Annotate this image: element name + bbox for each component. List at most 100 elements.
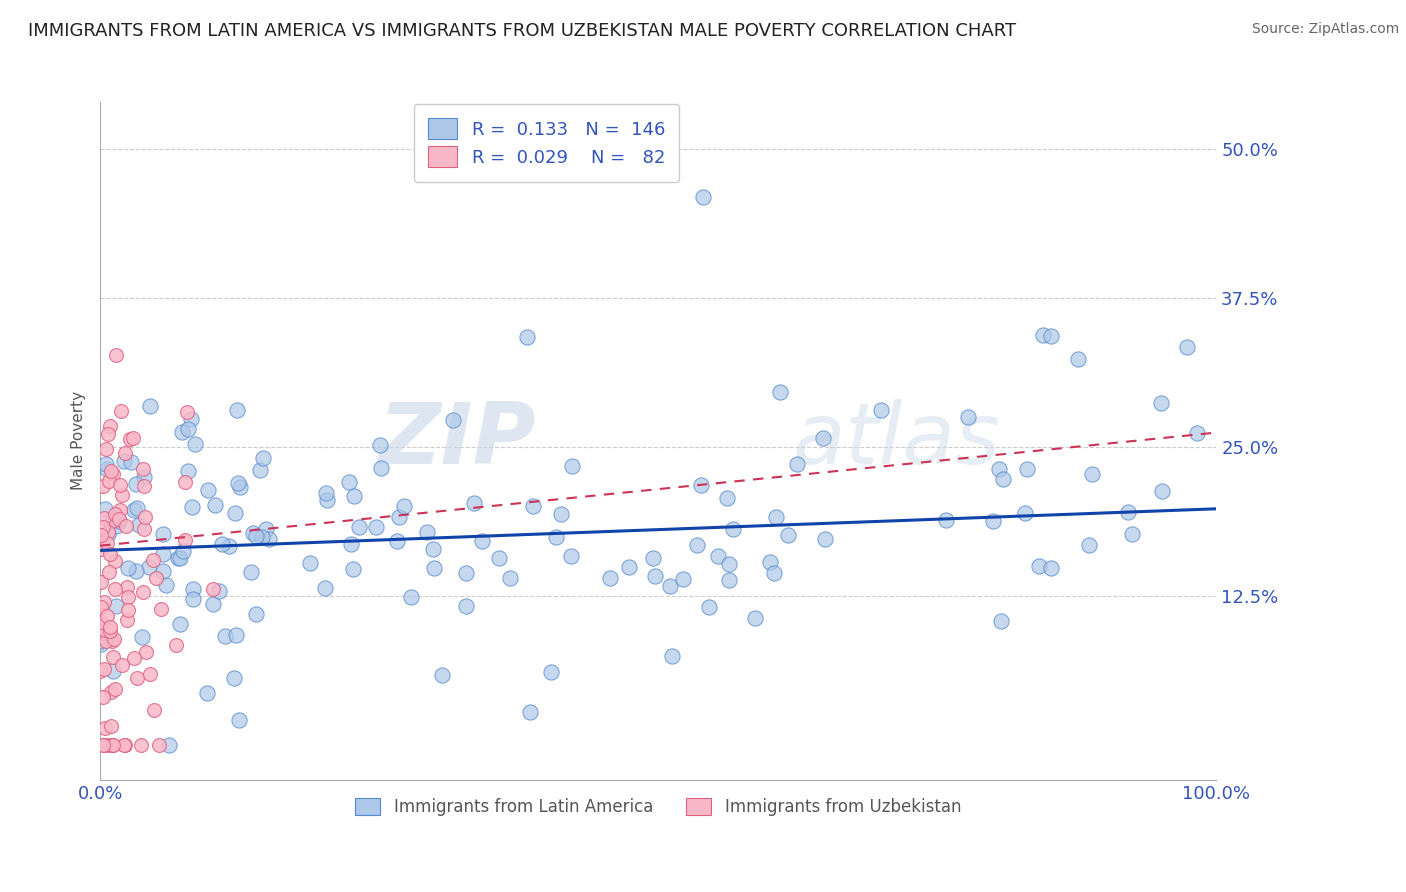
Point bbox=[184, 437, 207, 451]
Point bbox=[100, 464, 122, 478]
Point bbox=[101, 514, 124, 528]
Point bbox=[214, 629, 236, 643]
Point bbox=[98, 474, 121, 488]
Point bbox=[716, 491, 738, 505]
Point bbox=[124, 477, 146, 491]
Point bbox=[120, 455, 142, 469]
Point bbox=[90, 634, 112, 648]
Point bbox=[471, 533, 494, 548]
Point bbox=[131, 630, 153, 644]
Point bbox=[347, 520, 370, 534]
Point bbox=[1080, 467, 1102, 482]
Point bbox=[717, 558, 740, 572]
Point bbox=[721, 522, 744, 536]
Text: IMMIGRANTS FROM LATIN AMERICA VS IMMIGRANTS FROM UZBEKISTAN MALE POVERTY CORRELA: IMMIGRANTS FROM LATIN AMERICA VS IMMIGRA… bbox=[28, 22, 1017, 40]
Point bbox=[96, 461, 118, 475]
Point bbox=[463, 496, 485, 510]
Point bbox=[132, 479, 155, 493]
Point bbox=[370, 461, 392, 475]
Point bbox=[105, 512, 128, 526]
Point bbox=[1150, 483, 1173, 498]
Point bbox=[814, 532, 837, 546]
Point bbox=[983, 514, 1005, 528]
Point bbox=[97, 427, 120, 442]
Text: atlas: atlas bbox=[792, 400, 1000, 483]
Point bbox=[115, 519, 138, 533]
Point bbox=[765, 509, 787, 524]
Point bbox=[132, 462, 155, 476]
Point bbox=[169, 551, 191, 566]
Point bbox=[139, 400, 162, 414]
Point bbox=[157, 738, 180, 752]
Point bbox=[134, 510, 156, 524]
Point bbox=[148, 738, 170, 752]
Point bbox=[91, 625, 114, 640]
Point bbox=[139, 666, 162, 681]
Point bbox=[991, 472, 1014, 486]
Point bbox=[143, 703, 166, 717]
Point bbox=[174, 475, 197, 489]
Text: Source: ZipAtlas.com: Source: ZipAtlas.com bbox=[1251, 22, 1399, 37]
Point bbox=[105, 348, 128, 362]
Point bbox=[122, 431, 145, 445]
Point bbox=[117, 561, 139, 575]
Point bbox=[90, 637, 112, 651]
Point bbox=[132, 585, 155, 599]
Point bbox=[690, 478, 713, 492]
Point bbox=[201, 597, 224, 611]
Point bbox=[112, 454, 135, 468]
Point bbox=[254, 522, 277, 536]
Point bbox=[94, 634, 117, 648]
Point bbox=[697, 600, 720, 615]
Point bbox=[718, 574, 741, 588]
Point bbox=[416, 524, 439, 539]
Point bbox=[103, 632, 125, 646]
Point bbox=[252, 529, 274, 543]
Point bbox=[135, 645, 157, 659]
Point bbox=[228, 475, 250, 490]
Point bbox=[90, 575, 112, 590]
Point bbox=[225, 628, 247, 642]
Point bbox=[115, 613, 138, 627]
Point bbox=[94, 442, 117, 456]
Point bbox=[110, 478, 132, 492]
Point bbox=[177, 464, 200, 478]
Point bbox=[769, 384, 792, 399]
Point bbox=[120, 432, 142, 446]
Point bbox=[117, 580, 139, 594]
Text: ZIP: ZIP bbox=[378, 400, 536, 483]
Point bbox=[114, 738, 136, 752]
Point bbox=[90, 600, 112, 615]
Point bbox=[870, 402, 893, 417]
Point bbox=[454, 566, 477, 580]
Point bbox=[94, 502, 117, 516]
Point bbox=[399, 590, 422, 604]
Point bbox=[672, 572, 695, 586]
Point bbox=[93, 662, 115, 676]
Point bbox=[661, 648, 683, 663]
Point bbox=[101, 738, 124, 752]
Point bbox=[100, 719, 122, 733]
Point bbox=[201, 582, 224, 596]
Point bbox=[90, 542, 112, 557]
Point bbox=[138, 560, 160, 574]
Point bbox=[128, 518, 150, 533]
Point bbox=[165, 638, 187, 652]
Point bbox=[1149, 395, 1171, 409]
Point bbox=[561, 459, 583, 474]
Point bbox=[90, 615, 112, 629]
Point bbox=[104, 553, 127, 567]
Point bbox=[97, 527, 120, 541]
Point bbox=[988, 462, 1011, 476]
Point bbox=[776, 528, 799, 542]
Point bbox=[155, 577, 177, 591]
Point bbox=[176, 405, 198, 419]
Point bbox=[1032, 328, 1054, 343]
Point bbox=[197, 483, 219, 497]
Point bbox=[152, 547, 174, 561]
Point bbox=[170, 425, 193, 440]
Point bbox=[90, 528, 112, 542]
Point bbox=[658, 579, 681, 593]
Point bbox=[1014, 506, 1036, 520]
Point bbox=[105, 599, 128, 613]
